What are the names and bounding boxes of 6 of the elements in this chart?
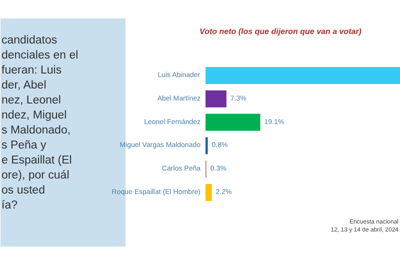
bar (206, 184, 212, 201)
bar (206, 67, 400, 84)
chart-title: Voto neto (los que dijeron que van a votar) (200, 27, 362, 36)
text: candidatos denciales en el fueran: Luis der, Abel nez, Leonel ndez, Miguel s Maldonado, s Peña y e Espaillat (El ore), por cuál os usted ía? (2, 34, 78, 212)
bar (206, 114, 260, 131)
bar (206, 90, 226, 108)
